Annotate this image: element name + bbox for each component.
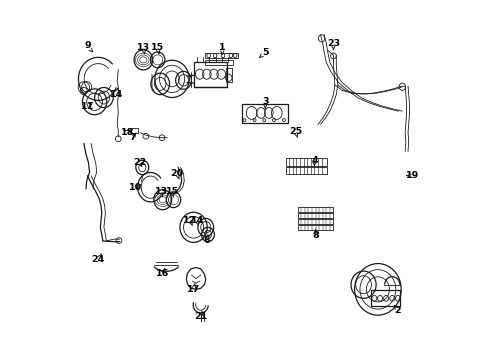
Text: 20: 20 <box>170 169 183 178</box>
Text: 8: 8 <box>311 231 318 240</box>
Text: 14: 14 <box>190 216 203 225</box>
Text: 22: 22 <box>133 158 146 167</box>
Text: 23: 23 <box>326 39 339 48</box>
Text: 19: 19 <box>405 171 418 180</box>
Text: 11: 11 <box>81 102 94 111</box>
Bar <box>204 60 233 64</box>
Text: 6: 6 <box>203 236 210 245</box>
Bar <box>370 290 399 306</box>
Text: 17: 17 <box>186 285 200 294</box>
Bar <box>298 225 333 230</box>
Text: 12: 12 <box>183 216 196 225</box>
Bar <box>131 128 138 133</box>
Text: 13: 13 <box>154 187 167 196</box>
Text: 7: 7 <box>129 133 136 142</box>
Text: 9: 9 <box>84 41 91 50</box>
Text: 3: 3 <box>262 97 268 106</box>
Text: 14: 14 <box>109 90 122 99</box>
Bar <box>298 213 333 218</box>
Bar <box>285 158 326 166</box>
Text: 15: 15 <box>165 187 178 196</box>
Bar <box>285 167 326 174</box>
Text: 18: 18 <box>121 128 134 137</box>
Text: 10: 10 <box>128 183 142 192</box>
Bar <box>194 62 227 87</box>
Text: 1: 1 <box>219 43 225 52</box>
Text: 15: 15 <box>151 43 164 52</box>
Text: 21: 21 <box>194 312 207 321</box>
Bar <box>298 207 333 212</box>
Bar <box>204 53 238 58</box>
Text: 2: 2 <box>394 306 401 315</box>
Text: 16: 16 <box>156 269 169 278</box>
Text: 24: 24 <box>91 255 104 264</box>
Bar <box>298 219 333 224</box>
Bar <box>241 104 287 123</box>
Text: 5: 5 <box>262 48 268 57</box>
Text: 25: 25 <box>288 127 302 136</box>
Bar <box>225 68 231 82</box>
Text: 4: 4 <box>310 156 317 165</box>
Text: 13: 13 <box>137 43 150 52</box>
